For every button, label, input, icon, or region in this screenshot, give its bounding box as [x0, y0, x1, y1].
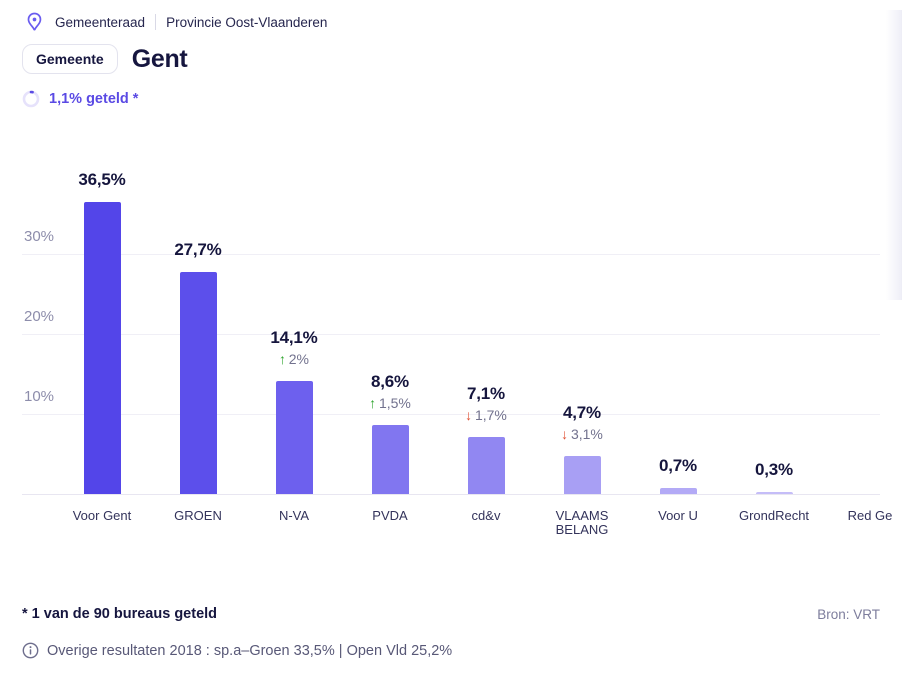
title-row: Gemeente Gent	[22, 44, 188, 74]
bar-change-label: ↓ 1,7%	[465, 407, 507, 423]
bar-category-label: cd&v	[471, 508, 501, 523]
source-credit: Bron: VRT	[817, 607, 880, 622]
bar-label-stack: 7,1% ↓ 1,7%	[431, 383, 541, 426]
y-tick-label: 30%	[24, 228, 55, 245]
bar-value-label: 0,3%	[755, 460, 793, 479]
bar-value-label: 36,5%	[78, 170, 126, 189]
counted-label: 1,1% geteld *	[49, 91, 139, 107]
bar	[83, 202, 121, 494]
bar-category-label: VLAAMS BELANG	[555, 508, 609, 537]
bar-category-label: Red Ge	[847, 508, 893, 523]
bar-value-label: 14,1%	[270, 328, 318, 347]
info-text: Overige resultaten 2018 : sp.a–Groen 33,…	[47, 642, 453, 659]
breadcrumb: Gemeenteraad Provincie Oost-Vlaanderen	[26, 12, 327, 32]
bar-label-stack: 36,5%	[47, 169, 157, 191]
bar-value-label: 4,7%	[563, 403, 601, 422]
bar-label-stack: 0,3%	[719, 459, 829, 481]
bar-category-label: GROEN	[174, 508, 222, 523]
bar-value-label: 27,7%	[174, 240, 222, 259]
bar-label-stack: 0,7%	[623, 455, 733, 477]
counted-row: 1,1% geteld *	[22, 90, 138, 108]
page-title: Gent	[131, 44, 188, 73]
info-icon	[22, 642, 39, 659]
y-tick-label: 20%	[24, 308, 55, 325]
bar-category-label: Voor U	[658, 508, 698, 523]
bar-value-label: 7,1%	[467, 384, 505, 403]
breadcrumb-level[interactable]: Gemeenteraad	[55, 14, 146, 30]
bar-category-label: Voor Gent	[72, 508, 132, 523]
bar	[563, 456, 601, 494]
gridline	[22, 254, 880, 255]
gridline	[22, 414, 880, 415]
bar	[467, 437, 505, 494]
arrow-up-icon: ↑	[278, 351, 286, 367]
info-row: Overige resultaten 2018 : sp.a–Groen 33,…	[22, 642, 452, 659]
bar-change-label: ↑ 2%	[278, 351, 310, 367]
bureaus-footnote: * 1 van de 90 bureaus geteld	[22, 606, 218, 622]
bar	[659, 488, 697, 494]
bar-value-label: 8,6%	[371, 372, 409, 391]
bar-category-label: N-VA	[278, 508, 310, 523]
y-tick-label: 10%	[24, 388, 55, 405]
x-axis-baseline	[22, 494, 880, 495]
bar-change-label: ↑ 1,5%	[369, 395, 411, 411]
bar	[755, 492, 793, 494]
breadcrumb-region[interactable]: Provincie Oost-Vlaanderen	[166, 14, 328, 30]
progress-ring-icon	[22, 90, 40, 108]
bar-value-label: 0,7%	[659, 456, 697, 475]
breadcrumb-separator	[155, 14, 157, 30]
bar-label-stack: 14,1% ↑ 2%	[239, 327, 349, 370]
arrow-down-icon: ↓	[561, 426, 569, 442]
results-bar-chart: 30% 20% 10% 36,5% Voor Gent 27,7% GROEN 14,1% ↑ …	[0, 150, 902, 537]
bar	[179, 272, 217, 494]
arrow-up-icon: ↑	[369, 395, 377, 411]
bar-label-stack: 4,7% ↓ 3,1%	[527, 402, 637, 445]
bar	[371, 425, 409, 494]
bar-change-label: ↓ 3,1%	[561, 426, 603, 442]
bar-category-label: GrondRecht	[738, 508, 810, 523]
bar-label-stack: 27,7%	[143, 239, 253, 261]
arrow-down-icon: ↓	[465, 407, 473, 423]
location-pin-icon	[26, 12, 43, 32]
level-badge: Gemeente	[22, 44, 118, 74]
bar-category-label: PVDA	[372, 508, 408, 523]
bar	[275, 381, 313, 494]
bar-label-stack: 8,6% ↑ 1,5%	[335, 371, 445, 414]
gridline	[22, 334, 880, 335]
